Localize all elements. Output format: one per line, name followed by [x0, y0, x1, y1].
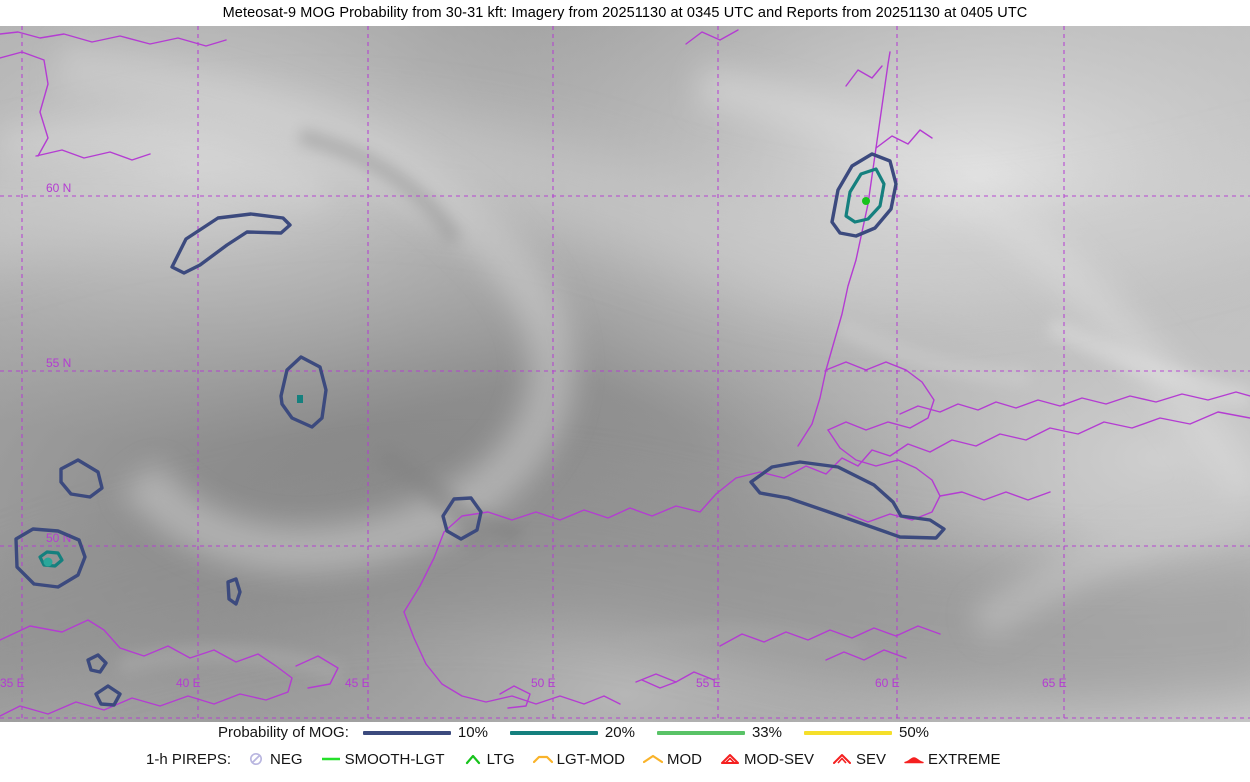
lon-label: 40 E: [176, 676, 201, 690]
pirep-label-mod: MOD: [666, 750, 702, 768]
prob-legend-item-10[interactable]: 10%: [362, 724, 488, 741]
lon-label: 45 E: [345, 676, 370, 690]
pirep-legend-item-sev[interactable]: SEV: [831, 750, 886, 768]
contour-polygon: [94, 684, 122, 707]
pirep-legend-item-neg[interactable]: NEG: [245, 750, 303, 768]
lat-label: 55 N: [46, 356, 71, 370]
contour-10pct: [14, 152, 946, 707]
satellite-imagery: [0, 26, 1250, 722]
prob-swatch-50: [803, 730, 892, 735]
graticule-labels: 60 N 55 N 50 N 35 E 40 E 45 E 50 E 55 E …: [0, 181, 1067, 690]
probability-legend-title: Probability of MOG:: [218, 724, 349, 741]
contour-polygon: [226, 577, 242, 606]
prob-legend-item-33[interactable]: 33%: [656, 724, 782, 741]
lgt-mod-trapezoid-icon: [532, 750, 554, 768]
neg-circle-slash-icon: [245, 750, 267, 768]
contour-polygon: [38, 550, 64, 568]
lon-label: 35 E: [0, 676, 25, 690]
prob-swatch-33: [656, 730, 745, 735]
prob-legend-item-20[interactable]: 20%: [509, 724, 635, 741]
contour-polygon: [86, 653, 108, 674]
pirep-legend-item-extreme[interactable]: EXTREME: [903, 750, 1001, 768]
page-title: Meteosat-9 MOG Probability from 30-31 kf…: [222, 5, 1028, 21]
pirep-markers: [43, 197, 870, 567]
contour-polygon: [749, 460, 946, 540]
lon-label: 65 E: [1042, 676, 1067, 690]
pirep-marker: [862, 197, 870, 205]
pirep-marker: [297, 395, 303, 403]
prob-swatch-10: [362, 730, 451, 735]
contour-polygon: [279, 355, 328, 429]
legend-panel: Probability of MOG: 10% 20% 33% 50% 1-h …: [0, 722, 1250, 782]
pireps-legend-title: 1-h PIREPS:: [146, 750, 232, 768]
pirep-label-lgt-mod: LGT-MOD: [556, 750, 625, 768]
prob-label-10: 10%: [457, 724, 488, 741]
pirep-label-neg: NEG: [270, 750, 303, 768]
contour-polygon: [14, 527, 87, 589]
mod-caret-icon: [642, 750, 664, 768]
contour-polygon: [441, 496, 483, 541]
pirep-label-extreme: EXTREME: [928, 750, 1001, 768]
lon-label: 60 E: [875, 676, 900, 690]
mod-sev-triangle-icon: [719, 750, 741, 768]
graticule: [0, 26, 1250, 722]
pirep-label-ltg: LTG: [486, 750, 515, 768]
pirep-legend-item-mod-sev[interactable]: MOD-SEV: [719, 750, 814, 768]
contour-20pct: [38, 167, 886, 568]
pirep-label-mod-sev: MOD-SEV: [743, 750, 814, 768]
prob-swatch-20: [509, 730, 598, 735]
contour-polygon: [59, 458, 104, 499]
smooth-lgt-line-icon: [320, 750, 342, 768]
satellite-map[interactable]: 60 N 55 N 50 N 35 E 40 E 45 E 50 E 55 E …: [0, 26, 1250, 722]
pirep-label-sev: SEV: [855, 750, 886, 768]
extreme-filled-icon: [903, 750, 925, 768]
pireps-legend-row: 1-h PIREPS: NEG SMOOTH-LGT: [0, 750, 1250, 768]
contour-polygon: [844, 167, 886, 224]
prob-legend-item-50[interactable]: 50%: [803, 724, 930, 741]
pirep-legend-item-lgt-mod[interactable]: LGT-MOD: [532, 750, 625, 768]
pirep-label-smooth-lgt: SMOOTH-LGT: [344, 750, 445, 768]
pirep-legend-item-smooth-lgt[interactable]: SMOOTH-LGT: [320, 750, 445, 768]
lon-label: 55 E: [696, 676, 721, 690]
map-overlays: 60 N 55 N 50 N 35 E 40 E 45 E 50 E 55 E …: [0, 26, 1250, 722]
pirep-legend-item-ltg[interactable]: LTG: [462, 750, 515, 768]
sev-caret-icon: [831, 750, 853, 768]
pirep-marker: [43, 557, 53, 567]
prob-label-50: 50%: [898, 724, 930, 741]
prob-label-20: 20%: [604, 724, 635, 741]
contour-polygon: [830, 152, 898, 238]
ltg-caret-icon: [462, 750, 484, 768]
contour-polygon: [170, 212, 292, 275]
probability-legend-row: Probability of MOG: 10% 20% 33% 50%: [0, 724, 1250, 741]
coastlines: [0, 29, 1250, 717]
title-bar: Meteosat-9 MOG Probability from 30-31 kf…: [0, 0, 1250, 26]
prob-label-33: 33%: [751, 724, 782, 741]
lat-label: 60 N: [46, 181, 71, 195]
pirep-legend-item-mod[interactable]: MOD: [642, 750, 702, 768]
lon-label: 50 E: [531, 676, 556, 690]
